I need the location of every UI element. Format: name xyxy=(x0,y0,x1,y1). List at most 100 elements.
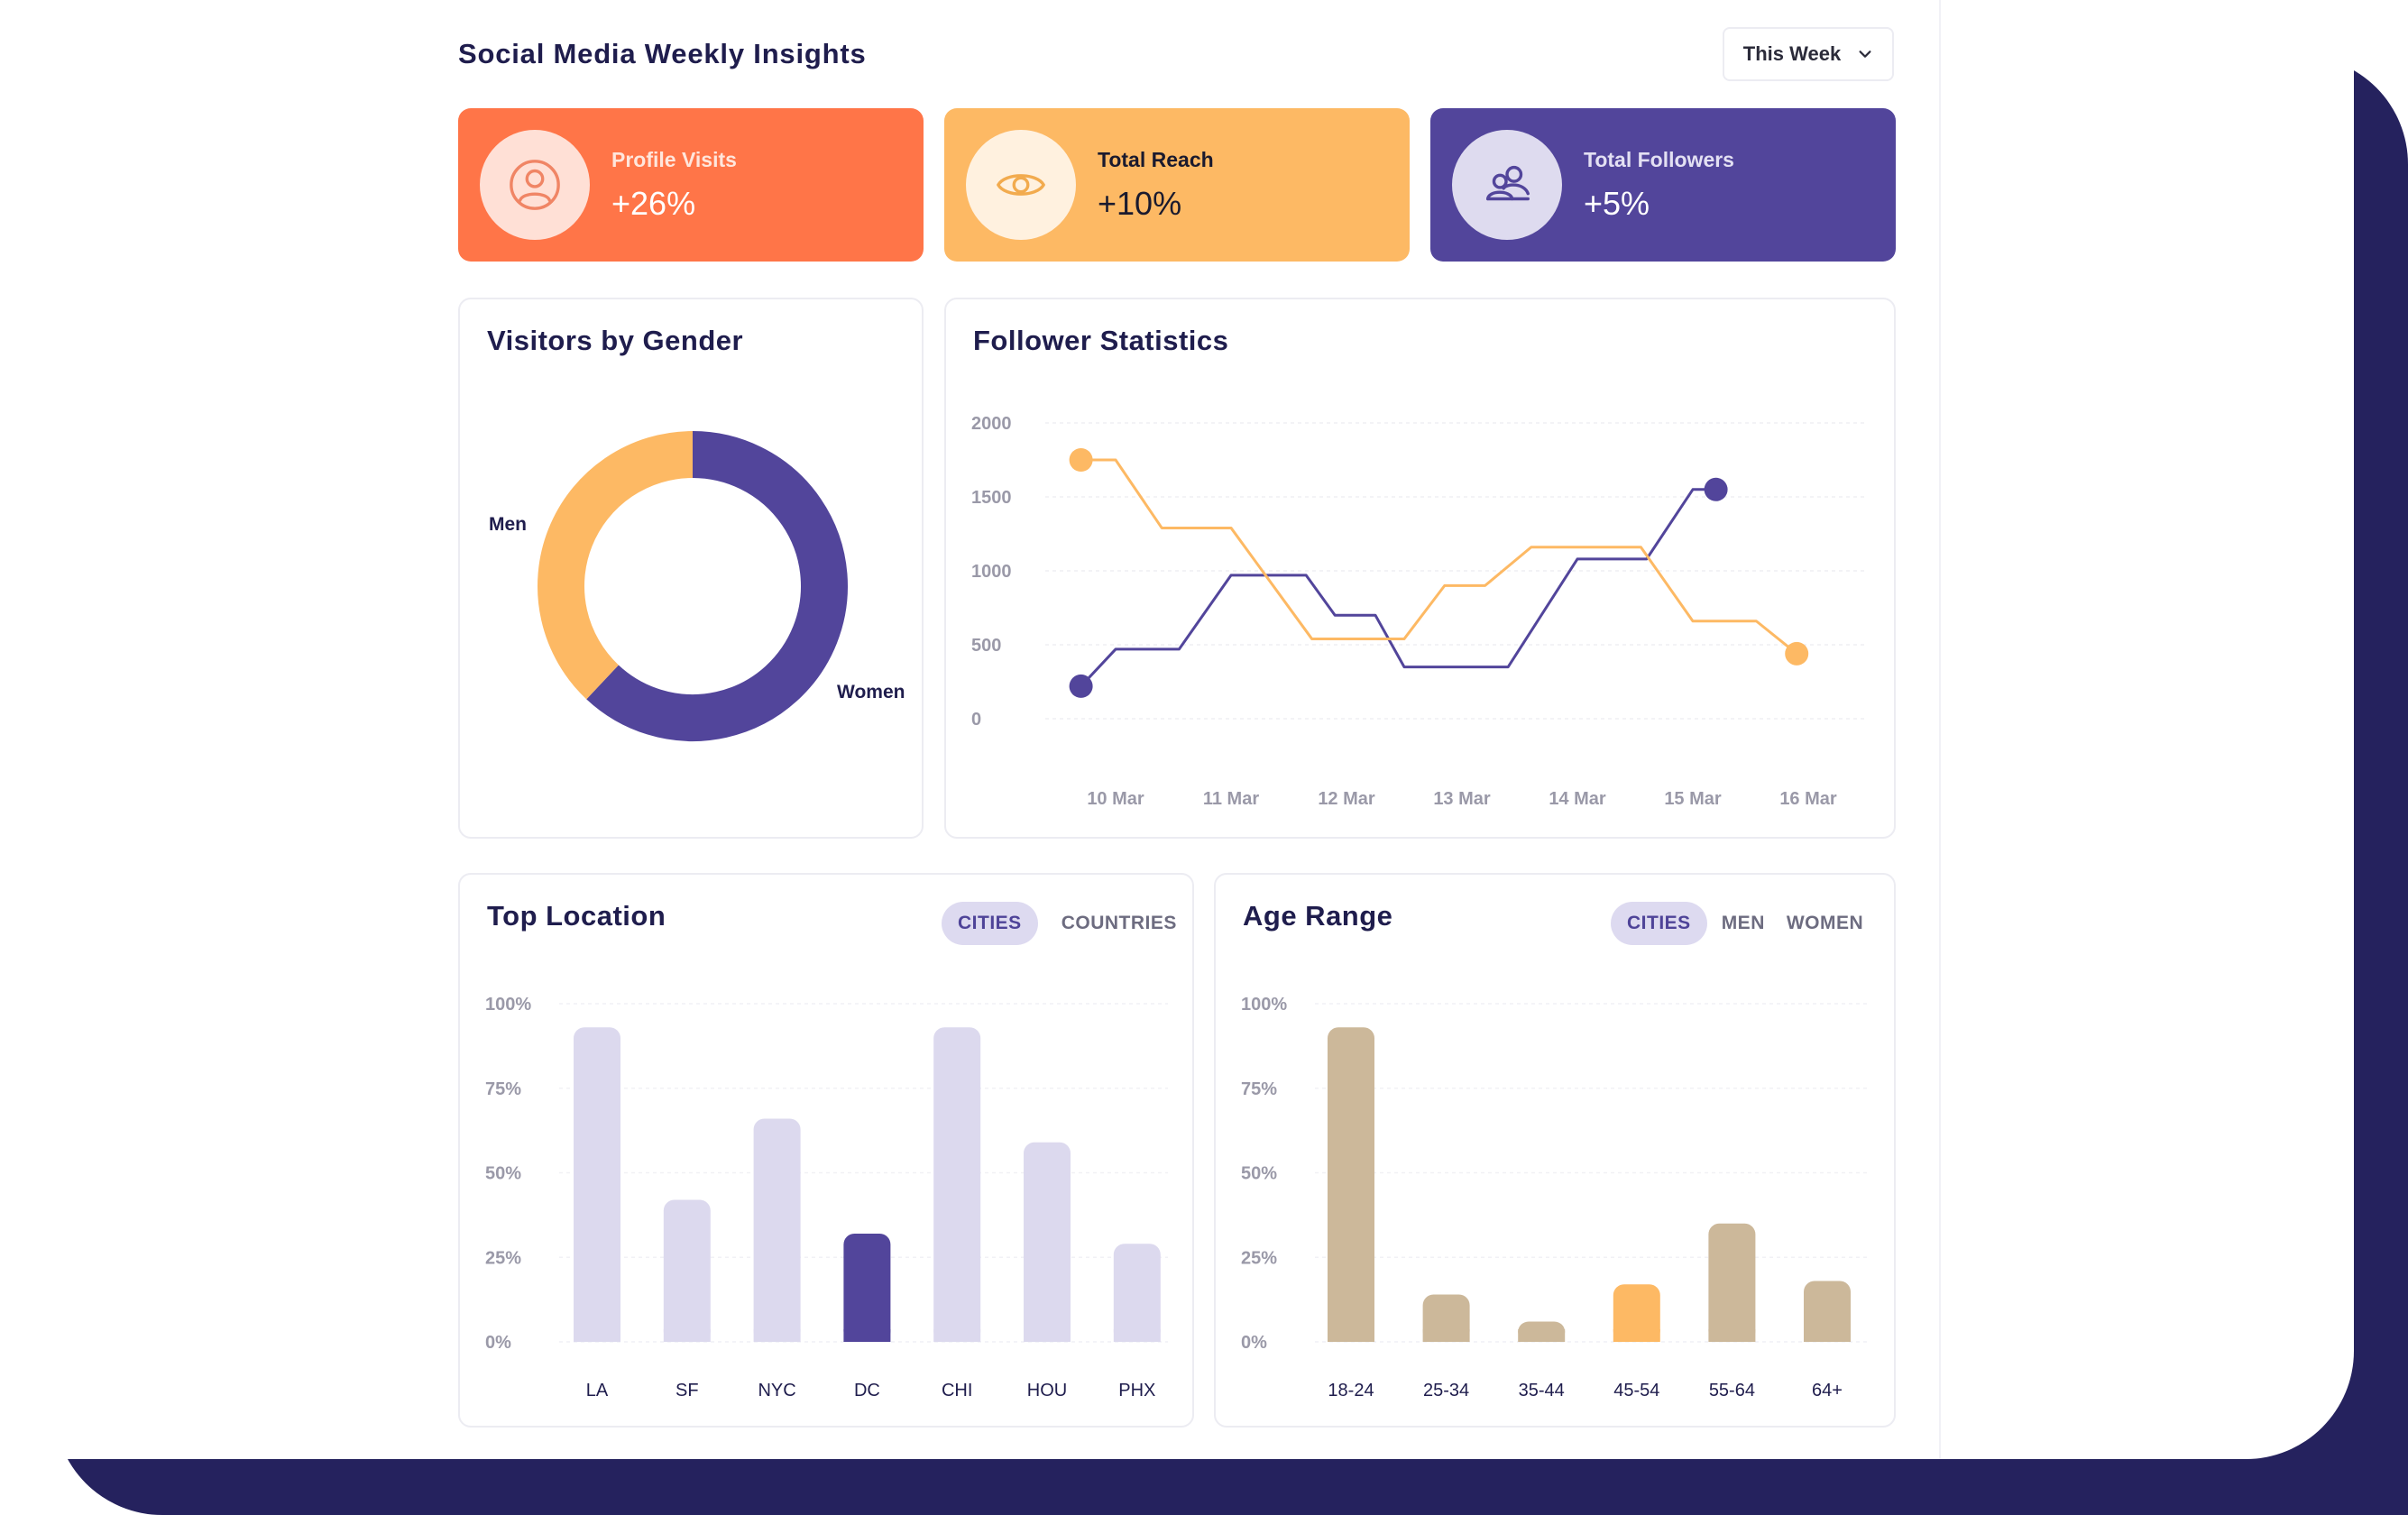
stat-value: +26% xyxy=(611,184,696,222)
tab-cities[interactable]: CITIES xyxy=(1611,902,1707,945)
series-line-1 xyxy=(1080,458,1798,656)
bar-55-64 xyxy=(1708,1223,1756,1342)
x-category-label: SF xyxy=(676,1381,699,1400)
period-select-value: This Week xyxy=(1742,42,1842,65)
users-icon xyxy=(1485,165,1530,201)
series-point-start xyxy=(1069,448,1093,472)
stat-value: +10% xyxy=(1098,184,1182,222)
age-panel: Age Range CITIES MEN WOMEN 100% 75% 50% 25%… xyxy=(1214,873,1896,1428)
y-tick-label: 0% xyxy=(1241,1333,1267,1353)
tab-men[interactable]: MEN xyxy=(1721,913,1765,933)
bar-base xyxy=(753,1329,801,1342)
x-tick-label: 14 Mar xyxy=(1549,789,1606,809)
gender-panel: Visitors by Gender Women Men xyxy=(458,298,924,839)
bar-base xyxy=(1518,1329,1566,1342)
y-tick-label: 25% xyxy=(1241,1248,1277,1268)
stat-card-total-reach: Total Reach +10% xyxy=(944,108,1410,262)
page-title: Social Media Weekly Insights xyxy=(458,38,867,69)
series-line-0 xyxy=(1080,488,1716,687)
stat-card-profile-visits: Profile Visits +26% xyxy=(458,108,924,262)
y-tick-label: 500 xyxy=(971,636,1001,656)
location-bar-chart: 100% 75% 50% 25% 0% LA SF NYC DC CHI HOU PHX xyxy=(485,995,1168,1400)
stat-icon-circle xyxy=(1452,130,1562,240)
x-category-label: 45-54 xyxy=(1613,1381,1659,1400)
x-category-label: HOU xyxy=(1027,1381,1067,1400)
y-tick-label: 1000 xyxy=(971,562,1012,582)
y-tick-label: 100% xyxy=(1241,995,1287,1015)
y-tick-label: 75% xyxy=(1241,1079,1277,1099)
x-tick-label: 13 Mar xyxy=(1433,789,1491,809)
y-tick-label: 0 xyxy=(971,710,981,730)
bar-base xyxy=(1708,1329,1756,1342)
location-panel: Top Location CITIES COUNTRIES 100% 75% 50%… xyxy=(458,873,1194,1428)
stat-icon-circle xyxy=(966,130,1076,240)
period-select[interactable]: This Week xyxy=(1723,27,1894,81)
x-category-label: 55-64 xyxy=(1709,1381,1755,1400)
x-tick-label: 15 Mar xyxy=(1664,789,1722,809)
stat-label: Profile Visits xyxy=(611,147,737,171)
tab-women[interactable]: WOMEN xyxy=(1786,913,1864,933)
y-tick-label: 25% xyxy=(485,1248,521,1268)
bar-base xyxy=(663,1329,711,1342)
y-tick-label: 0% xyxy=(485,1333,511,1353)
donut-slice-men xyxy=(538,431,694,700)
bar-18-24 xyxy=(1328,1027,1374,1342)
series-point-start xyxy=(1069,674,1093,698)
bar-hou xyxy=(1024,1142,1071,1342)
bar-base xyxy=(1024,1329,1071,1342)
panel-title: Top Location xyxy=(487,900,666,932)
follower-line-chart: 2000 1500 1000 500 0 10 Mar 11 Mar 12 Mar 13 Mar… xyxy=(971,414,1866,809)
x-category-label: 25-34 xyxy=(1423,1381,1469,1400)
follower-panel: Follower Statistics 2000 1500 1000 500 0 10 M… xyxy=(944,298,1896,839)
eye-icon xyxy=(997,174,1045,196)
series-point-end xyxy=(1704,477,1728,501)
bar-64+ xyxy=(1804,1281,1851,1342)
x-category-label: 35-44 xyxy=(1519,1381,1565,1400)
chevron-down-icon xyxy=(1859,50,1871,58)
tab-cities[interactable]: CITIES xyxy=(942,902,1038,945)
panel-title: Age Range xyxy=(1243,900,1393,932)
bar-base xyxy=(574,1329,620,1342)
y-tick-label: 100% xyxy=(485,995,531,1015)
stat-label: Total Followers xyxy=(1584,147,1734,171)
panel-title: Visitors by Gender xyxy=(487,325,744,356)
x-tick-label: 11 Mar xyxy=(1203,789,1259,809)
user-circle-icon xyxy=(510,160,560,210)
bar-base xyxy=(933,1329,981,1342)
x-tick-label: 12 Mar xyxy=(1318,789,1375,809)
x-tick-label: 10 Mar xyxy=(1087,789,1144,809)
x-category-label: NYC xyxy=(758,1381,795,1400)
y-tick-label: 1500 xyxy=(971,488,1012,508)
stat-value: +5% xyxy=(1584,184,1650,222)
x-category-label: 64+ xyxy=(1812,1381,1843,1400)
donut-slice-women xyxy=(586,431,848,741)
donut-label-men: Men xyxy=(489,514,527,535)
bar-sf xyxy=(663,1199,711,1342)
stat-label: Total Reach xyxy=(1098,147,1214,171)
location-tabs: CITIES COUNTRIES xyxy=(942,902,1193,945)
bar-nyc xyxy=(753,1118,801,1342)
series-point-end xyxy=(1785,641,1809,666)
dashboard-panel: Social Media Weekly Insights This Week P… xyxy=(458,0,1941,1459)
age-bar-chart: 100% 75% 50% 25% 0% 18-24 25-34 35-44 45-54 55-64… xyxy=(1241,995,1870,1400)
tab-countries[interactable]: COUNTRIES xyxy=(1061,913,1177,933)
bar-la xyxy=(574,1027,620,1342)
x-tick-label: 16 Mar xyxy=(1779,789,1837,809)
bar-base xyxy=(1113,1329,1161,1342)
bar-phx xyxy=(1113,1244,1161,1342)
y-tick-label: 75% xyxy=(485,1079,521,1099)
gender-donut-chart: Women Men xyxy=(489,431,905,741)
sidebar-divider xyxy=(1939,0,1941,1459)
donut-label-women: Women xyxy=(837,682,905,702)
age-tabs: CITIES MEN WOMEN xyxy=(1611,902,1870,945)
x-category-label: LA xyxy=(586,1381,609,1400)
stat-icon-circle xyxy=(480,130,590,240)
bar-dc xyxy=(843,1234,891,1342)
bar-base xyxy=(1804,1329,1851,1342)
stat-card-total-followers: Total Followers +5% xyxy=(1430,108,1896,262)
bar-base xyxy=(1328,1329,1374,1342)
y-tick-label: 2000 xyxy=(971,414,1012,434)
bar-base xyxy=(1613,1329,1660,1342)
y-tick-label: 50% xyxy=(485,1164,521,1184)
x-category-label: PHX xyxy=(1118,1381,1155,1400)
